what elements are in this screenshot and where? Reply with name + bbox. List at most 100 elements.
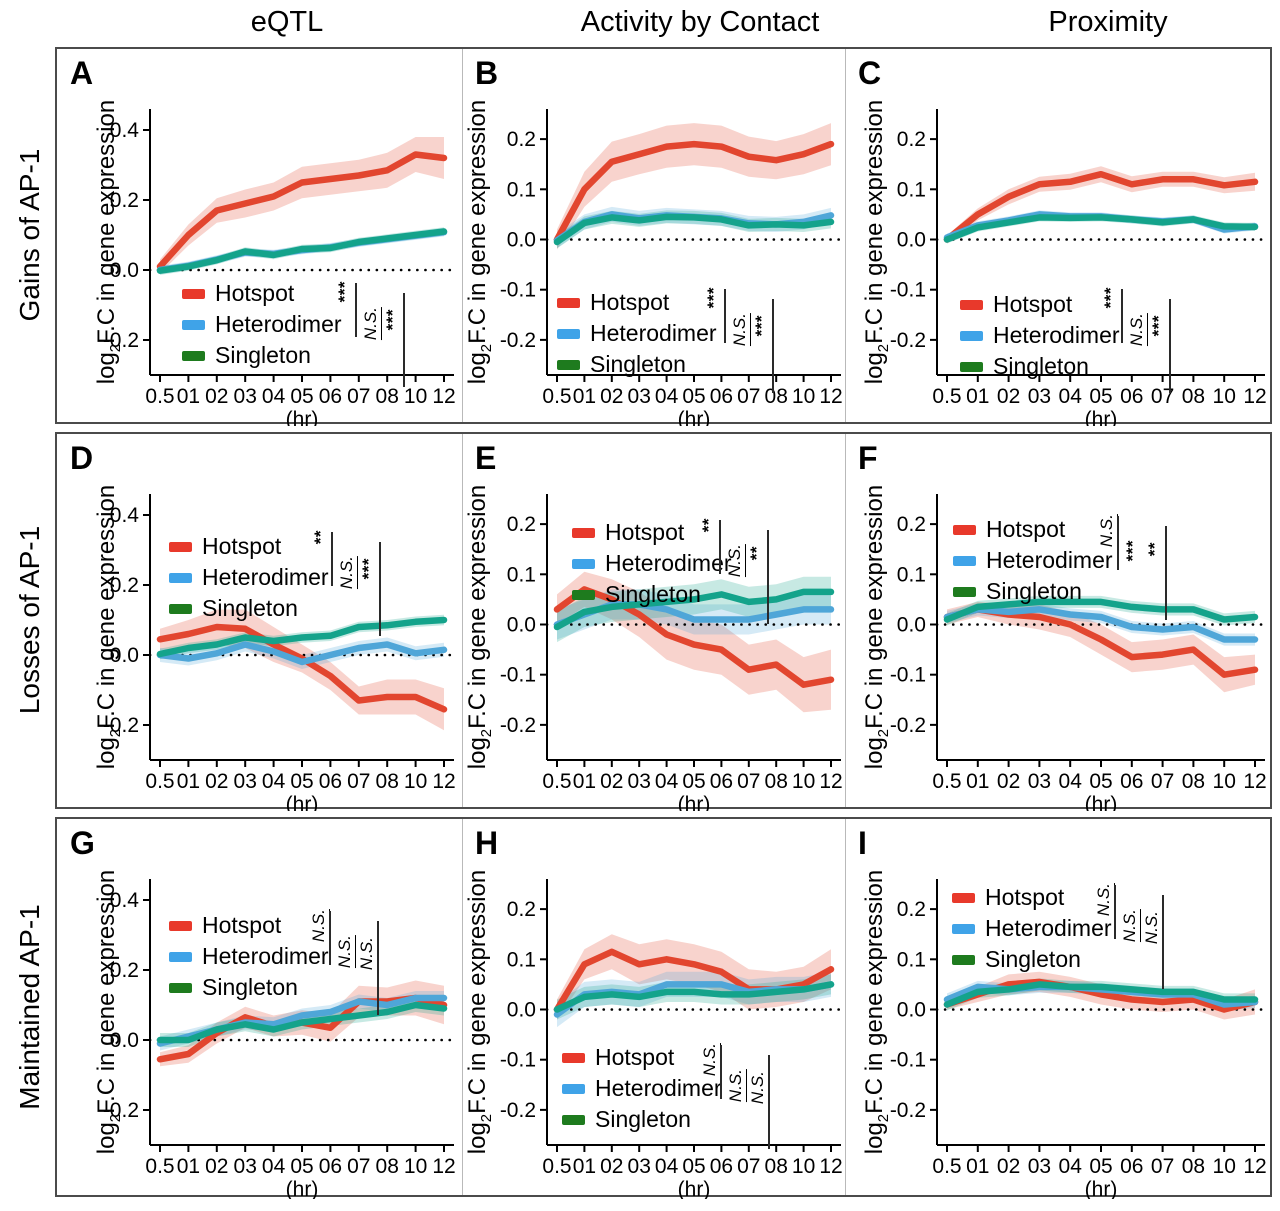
significance-label-1: **	[699, 518, 718, 533]
chart-svg-A: 0.4 0.2 0.0 -0.2 0.5 01 02 03 04 05 06 07 08 10 12 (hr)	[103, 109, 456, 426]
legend-label: Hotspot	[985, 884, 1065, 910]
legend-swatch-hotspot	[169, 920, 192, 931]
y-tick-label: 0.0	[897, 613, 926, 636]
panel-divider	[845, 434, 846, 807]
chart-host: 0.4 0.2 0.0 -0.2 0.5 01 02 03 04 05 06 07 08 10 12 (hr)	[57, 434, 462, 811]
series-line-hotspot	[553, 586, 835, 688]
x-tick-label: 05	[290, 1155, 313, 1178]
significance-label-2: N.S.	[1120, 909, 1141, 943]
significance-bracket-long	[1169, 299, 1171, 393]
chart-host: 0.2 0.1 0.0 -0.1 -0.2 0.5 01 02 03 04 05 06 07 08 10 12…	[462, 49, 845, 426]
series-line-hotspot	[156, 623, 448, 713]
legend-item-singleton: Singleton	[953, 579, 1113, 604]
significance-annotation: *** N.S. ***	[704, 287, 784, 419]
legend-label: Heterodimer	[986, 547, 1113, 573]
x-tick-label: 01	[966, 770, 989, 793]
x-tick-label: 05	[682, 1155, 705, 1178]
x-tick-label: 06	[1120, 770, 1143, 793]
column-header-eqtl: eQTL	[250, 6, 324, 38]
significance-label-2: N.S.	[335, 935, 356, 969]
x-tick-label: 10	[792, 385, 815, 408]
significance-label-3: ***	[383, 309, 402, 331]
significance-bracket-short	[724, 289, 726, 343]
x-tick-label: 12	[432, 770, 455, 793]
legend-label: Singleton	[605, 581, 701, 607]
legend: Hotspot Heterodimer Singleton	[952, 885, 1112, 972]
significance-bracket-short	[1117, 516, 1119, 570]
row-label-maintained: Maintained AP-1	[14, 904, 45, 1110]
chart-host: 0.4 0.2 0.0 -0.2 0.5 01 02 03 04 05 06 07 08 10 12 (hr)	[57, 49, 462, 426]
series-band-hotspot	[947, 166, 1255, 244]
legend-swatch-singleton	[953, 586, 976, 597]
legend-item-singleton: Singleton	[182, 343, 342, 368]
x-tick-label: 10	[1213, 385, 1236, 408]
x-tick-label: 12	[432, 1155, 455, 1178]
legend-label: Hotspot	[202, 912, 282, 938]
x-tick-label: 0.5	[145, 1155, 174, 1178]
y-tick-label: 0.4	[110, 504, 140, 527]
significance-bracket-long	[772, 299, 774, 393]
legend-swatch-singleton	[169, 603, 192, 614]
series-band-hotspot	[947, 601, 1255, 693]
y-tick-label: -0.2	[103, 1099, 139, 1122]
significance-label-3: ***	[752, 315, 771, 337]
x-tick-label: 01	[177, 770, 200, 793]
x-tick-label: 10	[404, 385, 427, 408]
x-tick-label: 04	[655, 1155, 679, 1178]
legend-swatch-heterodimer	[557, 328, 580, 339]
x-axis-title: (hr)	[678, 793, 711, 811]
x-tick-label: 02	[205, 770, 228, 793]
significance-label-2: N.S.	[1127, 313, 1148, 347]
x-tick-label: 04	[262, 385, 286, 408]
panel-divider	[845, 49, 846, 422]
significance-label-3: N.S.	[748, 1071, 769, 1105]
y-tick-label: -0.2	[890, 329, 926, 352]
significance-label-1: N.S.	[309, 909, 330, 943]
y-tick-label: 0.1	[897, 948, 926, 971]
x-tick-label: 08	[376, 1155, 399, 1178]
x-tick-label: 0.5	[932, 385, 961, 408]
x-axis-title: (hr)	[1085, 408, 1118, 426]
significance-label-3: **	[1145, 542, 1164, 557]
legend-label: Heterodimer	[605, 550, 732, 576]
chart-svg-G: 0.4 0.2 0.0 -0.2 0.5 01 02 03 04 05 06 07 08 10 12 (hr)	[103, 879, 456, 1199]
legend-label: Heterodimer	[985, 915, 1112, 941]
y-tick-label: -0.1	[500, 664, 536, 687]
y-tick-label: -0.1	[890, 664, 926, 687]
x-tick-label: 02	[600, 1155, 623, 1178]
legend-item-heterodimer: Heterodimer	[169, 565, 329, 590]
significance-annotation: N.S. N.S. N.S.	[1094, 883, 1174, 1015]
x-tick-label: 07	[737, 385, 760, 408]
legend-item-heterodimer: Heterodimer	[182, 312, 342, 337]
x-tick-label: 05	[1089, 1155, 1112, 1178]
legend-item-hotspot: Hotspot	[953, 517, 1113, 542]
panel-letter: F	[858, 440, 878, 476]
y-tick-label: 0.0	[110, 644, 139, 667]
row-label-gains: Gains of AP-1	[14, 148, 45, 322]
series-band-singleton	[557, 576, 831, 643]
legend-item-heterodimer: Heterodimer	[953, 548, 1113, 573]
x-axis-title: (hr)	[678, 408, 711, 426]
legend-swatch-hotspot	[562, 1052, 585, 1063]
legend-swatch-hotspot	[953, 524, 976, 535]
series-line-singleton	[943, 214, 1259, 243]
y-tick-label: 0.1	[507, 178, 536, 201]
significance-bracket-short	[355, 283, 357, 337]
x-tick-label: 07	[1151, 770, 1174, 793]
x-tick-label: 10	[404, 1155, 427, 1178]
y-tick-label: -0.1	[500, 279, 536, 302]
significance-label-1: ***	[1101, 287, 1120, 309]
legend-swatch-heterodimer	[182, 319, 205, 330]
legend-item-heterodimer: Heterodimer	[572, 551, 732, 576]
significance-annotation: N.S. N.S. N.S.	[309, 909, 389, 1041]
legend-label: Singleton	[590, 351, 686, 377]
chart-svg-D: 0.4 0.2 0.0 -0.2 0.5 01 02 03 04 05 06 07 08 10 12 (hr)	[103, 494, 456, 811]
x-tick-label: 01	[177, 385, 200, 408]
x-tick-label: 04	[655, 770, 679, 793]
significance-label-3: N.S.	[1142, 911, 1163, 945]
significance-bracket-long	[767, 530, 769, 624]
significance-annotation: N.S. N.S. N.S.	[700, 1043, 780, 1175]
